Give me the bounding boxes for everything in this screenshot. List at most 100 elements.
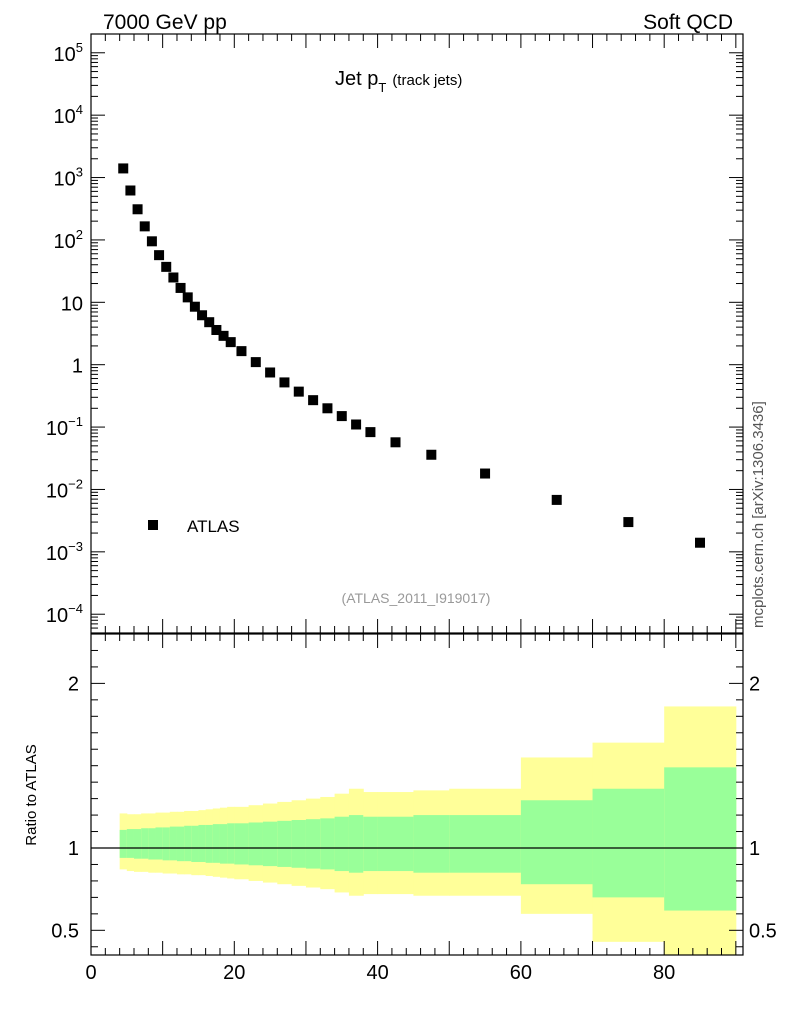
energy-label: 7000 GeV pp	[103, 11, 227, 34]
data-point	[182, 292, 193, 303]
process-label: Soft QCD	[643, 11, 733, 34]
stat-uncertainty-band	[212, 824, 221, 863]
stat-uncertainty-band	[141, 828, 149, 859]
y-tick-label: 102	[54, 227, 83, 253]
stat-uncertainty-band	[162, 827, 171, 861]
stat-uncertainty-band	[219, 824, 228, 864]
plot-title-subscript: T	[378, 80, 386, 95]
stat-uncertainty-band	[184, 825, 192, 862]
side-label: mcplots.cern.ch [arXiv:1306.3436]	[750, 401, 767, 628]
main-frame	[90, 33, 744, 634]
stat-uncertainty-band	[291, 820, 307, 868]
x-tick-label: 0	[85, 962, 96, 984]
y-tick-label: 10−2	[46, 476, 83, 502]
stat-uncertainty-band	[413, 815, 450, 873]
stat-uncertainty-band	[592, 788, 665, 898]
data-point	[390, 437, 401, 448]
y-tick-label-base: 10	[54, 106, 76, 128]
data-point	[551, 494, 562, 505]
x-tick-label: 60	[510, 962, 532, 984]
data-point	[480, 468, 491, 479]
y-tick-label-base: 10	[46, 480, 68, 502]
plot-title-note: (track jets)	[392, 72, 462, 89]
stat-uncertainty-band	[348, 815, 364, 873]
data-point	[161, 261, 172, 272]
stat-uncertainty-band	[305, 819, 321, 869]
stat-uncertainty-band	[119, 829, 128, 858]
stat-uncertainty-band	[227, 823, 235, 864]
y-tick-label: 10−1	[46, 414, 83, 440]
stat-uncertainty-band	[277, 820, 293, 867]
legend-label: ATLAS	[187, 517, 240, 536]
y-tick-label-exponent: −2	[68, 476, 83, 491]
data-point	[146, 236, 157, 247]
data-point	[623, 517, 634, 528]
stat-uncertainty-band	[377, 816, 414, 872]
x-tick-label: 20	[223, 962, 245, 984]
y-tick-label: 10	[61, 293, 83, 315]
data-point	[211, 324, 222, 335]
stat-uncertainty-band	[126, 829, 135, 858]
data-point	[250, 357, 261, 368]
data-point	[118, 163, 129, 174]
stat-uncertainty-band	[449, 815, 522, 873]
stat-uncertainty-band	[320, 818, 336, 870]
data-point	[308, 395, 319, 406]
y-tick-label: 1	[72, 356, 83, 378]
y-tick-label-base: 10	[61, 293, 83, 315]
data-point	[365, 427, 376, 438]
data-point	[197, 310, 208, 321]
stat-uncertainty-band	[205, 824, 214, 863]
y-tick-label-exponent: 3	[76, 165, 83, 180]
stat-uncertainty-band	[248, 822, 264, 866]
ratio-frame	[90, 633, 744, 956]
data-point	[168, 272, 179, 283]
data-point	[125, 185, 136, 196]
stat-uncertainty-band	[363, 816, 379, 872]
data-point	[695, 537, 706, 548]
y-tick-label: 10−3	[46, 539, 83, 565]
data-point	[225, 337, 236, 348]
x-tick-label: 80	[653, 962, 675, 984]
stat-uncertainty-band	[191, 825, 199, 862]
ratio-y-tick-label-right: 1	[749, 838, 760, 860]
data-point	[218, 330, 229, 341]
data-point	[322, 403, 333, 414]
y-tick-label-exponent: −3	[68, 539, 83, 554]
data-point	[204, 317, 215, 328]
stat-uncertainty-band	[176, 826, 185, 862]
stat-uncertainty-band	[155, 827, 164, 860]
stat-uncertainty-band	[520, 800, 594, 885]
data-point	[293, 386, 304, 397]
data-point	[139, 221, 150, 232]
data-point	[426, 449, 437, 460]
ratio-y-tick-label-left: 1	[68, 838, 79, 860]
ratio-bands	[91, 706, 743, 955]
data-point	[189, 301, 200, 312]
main-markers	[118, 163, 706, 548]
data-point	[279, 377, 290, 388]
y-tick-label-base: 10	[54, 231, 76, 253]
plot-title: Jet pT (track jets)	[335, 68, 462, 95]
data-point	[236, 346, 247, 357]
y-tick-label: 10−4	[46, 601, 83, 627]
y-tick-label-exponent: 5	[76, 40, 83, 55]
y-tick-label-base: 1	[72, 356, 83, 378]
plot-title-main: Jet p	[335, 68, 378, 90]
stat-uncertainty-band	[262, 821, 278, 867]
y-tick-label-base: 10	[54, 169, 76, 191]
data-point	[265, 367, 276, 378]
y-tick-label-exponent: −4	[68, 601, 83, 616]
legend-marker	[148, 520, 158, 530]
x-tick-label: 40	[366, 962, 388, 984]
stat-uncertainty-band	[234, 823, 250, 865]
y-tick-label-exponent: 4	[76, 102, 83, 117]
data-point	[132, 204, 143, 215]
y-tick-label-exponent: −1	[68, 414, 83, 429]
stat-uncertainty-band	[664, 767, 737, 911]
ratio-y-tick-label-left: 2	[68, 673, 79, 695]
data-point	[154, 250, 165, 261]
